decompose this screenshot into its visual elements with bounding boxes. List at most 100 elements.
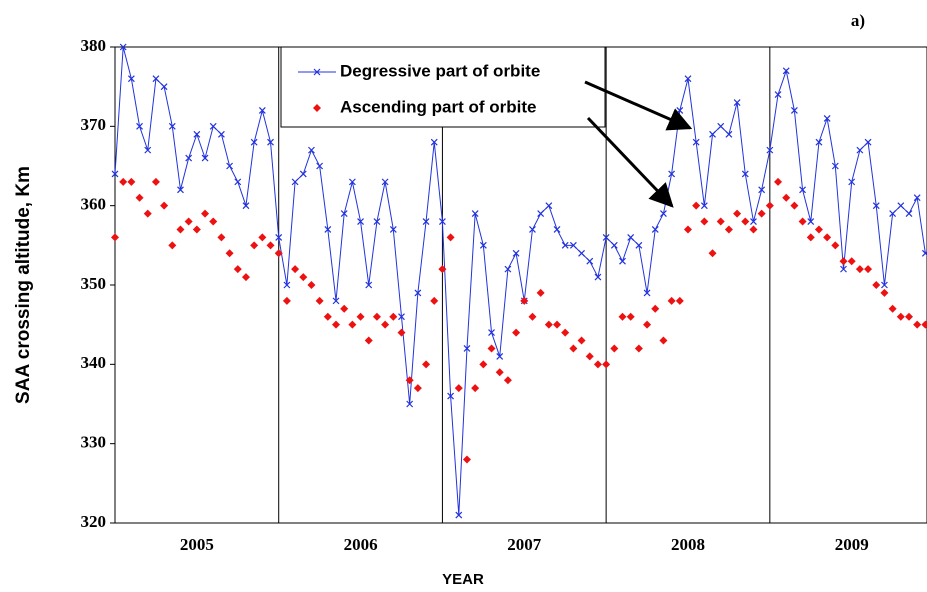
point (258, 233, 267, 242)
point (422, 218, 430, 225)
point (471, 384, 480, 393)
point (864, 265, 873, 274)
point (340, 304, 349, 313)
y-tick-label: 370 (81, 115, 107, 134)
point (536, 288, 545, 297)
point (904, 312, 913, 321)
point (651, 304, 660, 313)
point (594, 273, 602, 281)
point (184, 217, 193, 226)
point (471, 210, 479, 218)
legend-box (280, 46, 606, 128)
point (708, 249, 717, 258)
point (266, 241, 275, 250)
point (413, 384, 422, 393)
arrow (586, 116, 674, 208)
point (323, 312, 332, 321)
point (495, 368, 504, 377)
point (586, 257, 594, 265)
point (544, 320, 553, 329)
point (741, 170, 749, 178)
point (881, 281, 888, 289)
point (119, 43, 127, 51)
legend-label: Degressive part of orbite (340, 61, 540, 80)
point (872, 281, 881, 289)
point (136, 122, 143, 130)
point (847, 257, 856, 266)
x-tick-label: 2009 (835, 535, 869, 554)
point (569, 241, 577, 249)
point (479, 360, 488, 369)
point (610, 344, 619, 353)
point (757, 209, 766, 218)
point (242, 202, 250, 210)
point (840, 265, 847, 273)
point (799, 186, 807, 194)
point (151, 177, 160, 186)
y-tick-label: 340 (81, 353, 107, 372)
point (593, 360, 602, 369)
point (185, 154, 193, 162)
point (716, 217, 725, 226)
y-tick-label: 380 (81, 36, 107, 55)
legend-label: Ascending part of orbite (340, 97, 536, 116)
point (585, 352, 594, 361)
point (389, 312, 398, 321)
point (823, 114, 831, 122)
point (381, 178, 389, 186)
point (561, 241, 569, 249)
point (807, 218, 815, 225)
point (160, 201, 169, 210)
point (774, 91, 782, 99)
point (201, 154, 209, 162)
point (463, 345, 471, 352)
point (880, 288, 889, 297)
point (725, 130, 733, 138)
x-tick-label: 2005 (180, 535, 214, 554)
point (724, 225, 733, 234)
point (839, 257, 848, 266)
point (684, 75, 692, 83)
point (553, 226, 561, 233)
point (414, 289, 422, 297)
point (381, 320, 390, 329)
point (675, 296, 684, 305)
point (700, 202, 708, 210)
point (299, 170, 307, 178)
point (848, 178, 856, 186)
point (790, 107, 798, 114)
point (520, 296, 529, 305)
point (217, 130, 225, 138)
point (365, 281, 373, 289)
point (643, 320, 652, 329)
point (913, 320, 922, 329)
point (864, 138, 872, 146)
point (217, 233, 226, 242)
y-tick-label: 320 (81, 512, 107, 531)
x-tick-label: 2007 (507, 535, 542, 554)
point (610, 241, 618, 249)
point (152, 75, 160, 83)
point (634, 344, 643, 353)
point (504, 265, 512, 273)
point (356, 312, 365, 321)
y-tick-label: 330 (81, 433, 107, 452)
point (455, 511, 463, 519)
point (798, 217, 807, 226)
point (462, 455, 471, 464)
point (168, 241, 177, 250)
point (855, 265, 864, 274)
point (177, 186, 184, 194)
point (275, 233, 283, 241)
point (405, 376, 414, 385)
point (291, 178, 299, 186)
point (438, 218, 446, 225)
point (119, 177, 128, 186)
point (348, 320, 357, 329)
point (135, 193, 144, 202)
point (332, 320, 341, 329)
point (766, 146, 774, 154)
point (283, 281, 291, 289)
x-tick-label: 2006 (344, 535, 378, 554)
point (790, 201, 799, 210)
